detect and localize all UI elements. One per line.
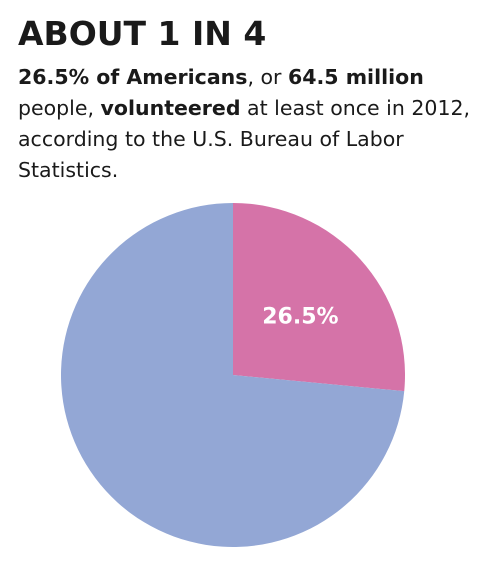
subtitle-segment: 64.5 million [287, 65, 424, 89]
chart-title: ABOUT 1 IN 4 [18, 14, 267, 53]
subtitle-segment: 26.5% of Americans [18, 65, 248, 89]
pie-slice [233, 203, 405, 392]
subtitle-segment: people, [18, 96, 101, 120]
subtitle-segment: , or [247, 65, 288, 89]
subtitle-segment: at least once in 2012, according to the … [18, 96, 471, 182]
slice-label: 26.5% [262, 305, 338, 330]
pie-slice [60, 203, 405, 547]
subtitle-segment: volunteered [100, 96, 241, 120]
chart-subtitle: 26.5% of Americans, or 64.5 million peop… [18, 62, 488, 186]
